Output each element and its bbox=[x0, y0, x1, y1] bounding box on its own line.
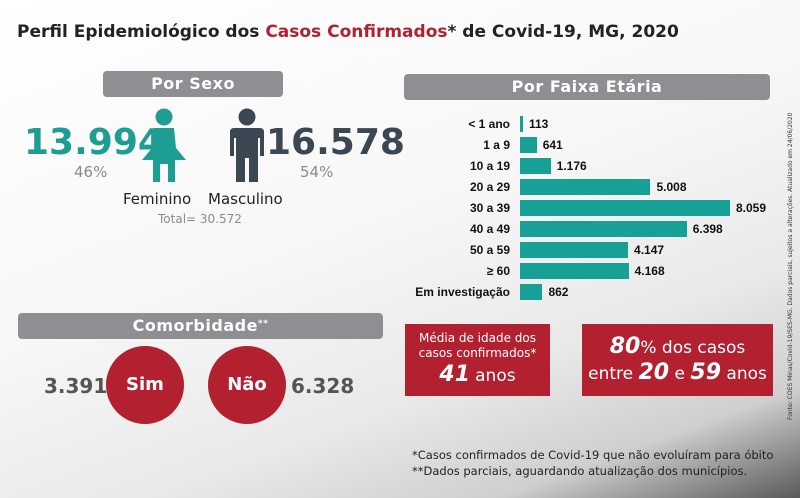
female-person-icon bbox=[142, 108, 186, 182]
source-note: Fonte: COES Minas/Covid-19/SES-MG. Dados… bbox=[787, 112, 794, 420]
age-bar-value: 862 bbox=[548, 285, 569, 299]
age-bar-value: 6.398 bbox=[692, 222, 723, 236]
average-age-box: Média de idade dos casos confirmados* 41… bbox=[405, 324, 550, 396]
female-percent: 46% bbox=[74, 163, 108, 181]
comorbidity-yes-circle: Sim bbox=[106, 346, 184, 424]
average-age-caption-2: casos confirmados* bbox=[418, 346, 537, 360]
female-label: Feminino bbox=[123, 190, 192, 208]
range-from-age: 20 bbox=[638, 360, 670, 385]
male-person-icon bbox=[230, 108, 264, 182]
title-prefix: Perfil Epidemiológico dos bbox=[17, 22, 266, 42]
footnotes: *Casos confirmados de Covid-19 que não e… bbox=[412, 447, 773, 479]
female-count: 13.994 bbox=[24, 122, 163, 163]
age-bar-value: 8.059 bbox=[736, 201, 767, 215]
age-bar bbox=[520, 116, 523, 132]
average-age-caption-1: Média de idade dos bbox=[419, 331, 536, 345]
age-bar bbox=[520, 158, 551, 174]
age-bar-value: 113 bbox=[529, 117, 549, 131]
comorbidity-no-count: 6.328 bbox=[291, 374, 355, 398]
range-between-text: entre bbox=[588, 364, 639, 384]
comorbidity-title: Comorbidade bbox=[132, 316, 258, 335]
age-category-label: 10 a 19 bbox=[469, 159, 510, 173]
age-category-label: 1 a 9 bbox=[483, 138, 510, 152]
male-label: Masculino bbox=[208, 190, 283, 208]
age-category-label: < 1 ano bbox=[468, 117, 510, 131]
footnote-1: *Casos confirmados de Covid-19 que não e… bbox=[412, 448, 774, 462]
male-percent: 54% bbox=[300, 163, 334, 181]
sex-section-header: Por Sexo bbox=[103, 71, 283, 97]
title-highlight: Casos Confirmados bbox=[265, 22, 448, 42]
average-age-number: 41 bbox=[439, 362, 471, 387]
range-to-age: 59 bbox=[690, 360, 722, 385]
age-category-label: ≥ 60 bbox=[486, 264, 510, 278]
range-percent-text: % dos casos bbox=[640, 338, 746, 358]
age-chart: < 1 ano 113 1 a 9 641 10 a 19 1.176 20 a 29 5.0… bbox=[400, 116, 780, 306]
comorbidity-section-header: Comorbidade** bbox=[18, 313, 383, 339]
comorbidity-yes-count: 3.391 bbox=[44, 374, 108, 398]
range-and-text: e bbox=[669, 364, 691, 384]
age-bar-value: 1.176 bbox=[556, 159, 587, 173]
title-suffix: * de Covid-19, MG, 2020 bbox=[447, 22, 679, 42]
age-category-label: 20 a 29 bbox=[469, 180, 510, 194]
age-range-percent-box: 80% dos casos entre 20 e 59 anos bbox=[582, 324, 773, 396]
comorbidity-title-mark: ** bbox=[257, 319, 269, 329]
average-age-unit: anos bbox=[475, 366, 516, 386]
age-section-header: Por Faixa Etária bbox=[404, 74, 770, 100]
age-bar-value: 4.168 bbox=[634, 264, 665, 278]
range-years-text: anos bbox=[721, 364, 767, 384]
age-bar bbox=[520, 200, 730, 216]
age-bar bbox=[520, 284, 543, 300]
age-bar-value: 4.147 bbox=[634, 243, 665, 257]
age-bar bbox=[520, 263, 629, 279]
age-bar bbox=[520, 242, 629, 258]
age-category-label: 40 a 49 bbox=[469, 222, 510, 236]
age-bar-value: 641 bbox=[542, 138, 563, 152]
age-category-label: 30 a 39 bbox=[469, 201, 510, 215]
comorbidity-no-circle: Não bbox=[208, 346, 286, 424]
age-category-label: 50 a 59 bbox=[469, 243, 510, 257]
total-cases: Total= 30.572 bbox=[158, 212, 242, 226]
male-count: 16.578 bbox=[266, 122, 405, 163]
age-category-label: Em investigação bbox=[415, 285, 510, 299]
age-bar bbox=[520, 221, 687, 237]
range-percent-number: 80 bbox=[609, 334, 641, 359]
age-bar-value: 5.008 bbox=[656, 180, 687, 194]
age-bar bbox=[520, 179, 651, 195]
footnote-2: **Dados parciais, aguardando atualização… bbox=[412, 464, 748, 478]
age-bar bbox=[520, 137, 537, 153]
page-title: Perfil Epidemiológico dos Casos Confirma… bbox=[17, 22, 679, 42]
